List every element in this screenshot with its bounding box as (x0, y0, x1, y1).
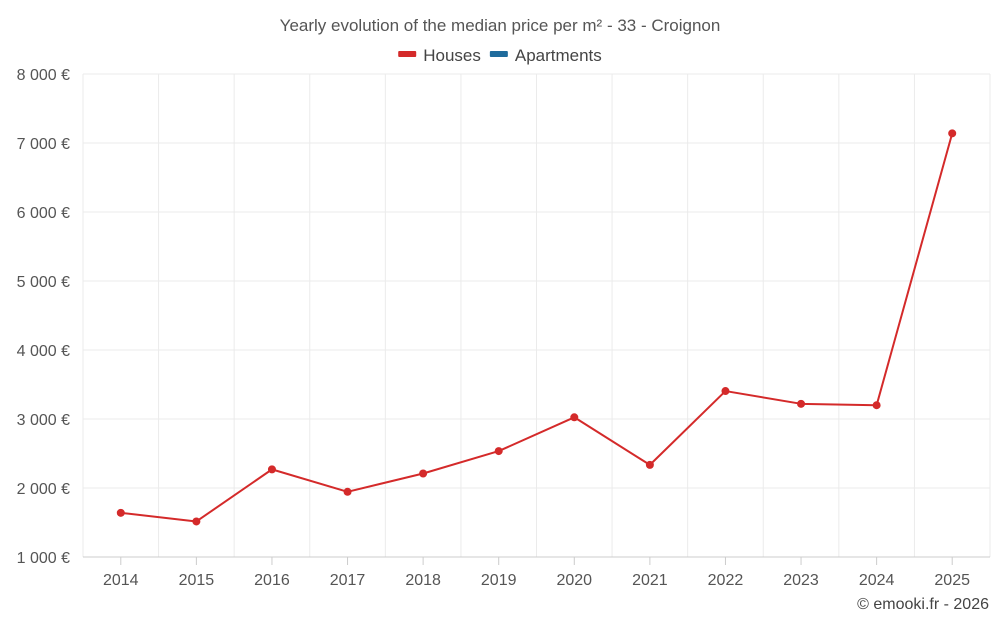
x-tick-label: 2016 (254, 572, 290, 589)
y-tick-label: 2 000 € (17, 481, 70, 498)
x-tick-label: 2015 (179, 572, 215, 589)
x-tick-label: 2024 (859, 572, 895, 589)
legend: Houses Apartments (398, 46, 602, 65)
data-point-houses[interactable] (267, 465, 276, 474)
x-tick-label: 2017 (330, 572, 366, 589)
data-point-houses[interactable] (343, 487, 352, 496)
y-tick-label: 7 000 € (17, 136, 70, 153)
y-tick-label: 5 000 € (17, 274, 70, 291)
y-axis: 1 000 € 2 000 € 3 000 € 4 000 € 5 000 € 6 000… (17, 67, 70, 567)
data-point-houses[interactable] (116, 508, 125, 517)
legend-item-apartments[interactable]: Apartments (489, 46, 602, 65)
y-tick-label: 8 000 € (17, 67, 70, 84)
legend-swatch (489, 51, 508, 57)
chart-title: Yearly evolution of the median price per… (280, 16, 721, 35)
data-point-houses[interactable] (948, 129, 957, 138)
data-point-houses[interactable] (570, 413, 579, 422)
y-tick-label: 4 000 € (17, 343, 70, 360)
x-tick-label: 2021 (632, 572, 668, 589)
y-tick-label: 6 000 € (17, 205, 70, 222)
legend-label: Houses (423, 46, 481, 65)
x-tick-label: 2019 (481, 572, 517, 589)
data-point-houses[interactable] (872, 401, 881, 410)
x-tick-label: 2022 (708, 572, 744, 589)
legend-item-houses[interactable]: Houses (398, 46, 481, 65)
y-tick-label: 1 000 € (17, 550, 70, 567)
credit-text: © emooki.fr - 2026 (857, 596, 989, 613)
legend-label: Apartments (515, 46, 602, 65)
x-tick-label: 2014 (103, 572, 139, 589)
x-tick-label: 2018 (405, 572, 441, 589)
data-point-houses[interactable] (721, 387, 730, 396)
series-layer (116, 129, 957, 526)
data-point-houses[interactable] (797, 399, 806, 408)
data-point-houses[interactable] (419, 469, 428, 478)
grid (82, 73, 991, 557)
series-line-houses (120, 133, 954, 523)
data-point-houses[interactable] (645, 460, 654, 469)
x-tick-label: 2025 (934, 572, 970, 589)
x-axis: 2014 2015 2016 2017 2018 2019 2020 2021 2022 2023… (83, 556, 990, 589)
data-point-houses[interactable] (192, 517, 201, 526)
x-tick-label: 2023 (783, 572, 819, 589)
y-tick-label: 3 000 € (17, 412, 70, 429)
data-point-houses[interactable] (494, 447, 503, 456)
x-tick-label: 2020 (556, 572, 592, 589)
legend-swatch (398, 51, 417, 57)
